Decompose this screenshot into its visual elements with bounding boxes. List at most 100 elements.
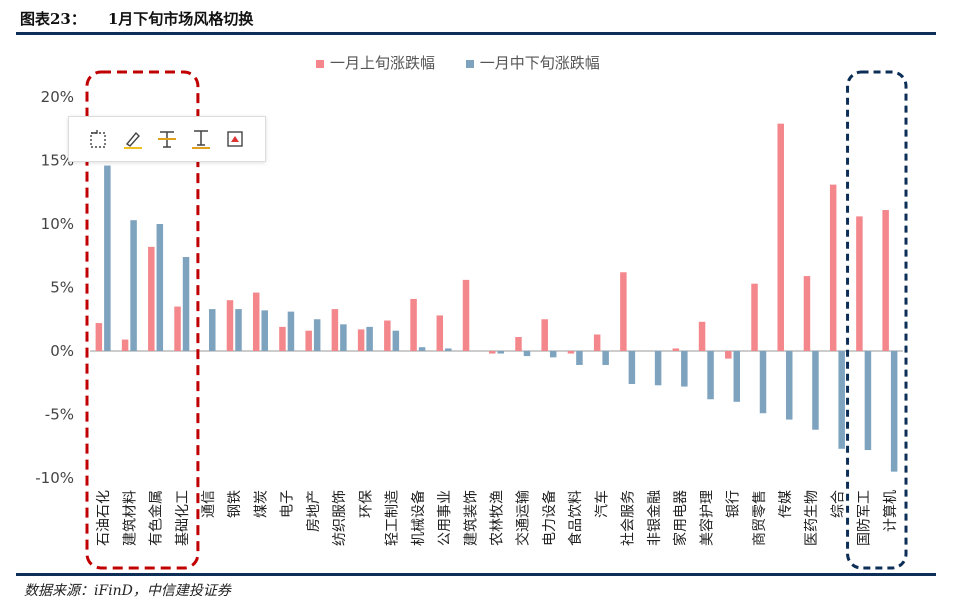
bar-series1 [357,329,365,351]
figure-title-text: 1月下旬市场风格切换 [107,10,254,28]
category-label: 基础化工 [174,490,191,546]
bar-series2 [707,351,714,400]
text-strike-icon[interactable] [155,127,179,151]
chart-legend: 一月上旬涨跌幅 一月中下旬涨跌幅 [316,52,626,73]
category-label: 交通运输 [515,490,532,546]
bar-series2 [392,330,400,351]
category-label: 房地产 [306,490,322,532]
category-label: 建筑装饰 [463,490,479,546]
bar-series1 [698,321,706,351]
category-label: 建筑材料 [122,490,138,546]
bar-series2 [785,351,793,420]
y-tick-label: 20% [41,88,74,106]
bar-series2 [812,351,819,430]
category-label: 电子 [280,490,296,518]
category-label: 家用电器 [672,490,689,546]
bar-series1 [882,210,889,351]
bar-series1 [515,337,522,351]
bar-series2 [182,257,190,351]
category-label: 综合 [830,490,846,518]
bar-series1 [672,348,680,351]
highlight-pen-icon[interactable] [121,127,145,151]
figure-title: 图表23： 1月下旬市场风格切换 [20,8,253,29]
bar-series1 [829,184,837,351]
bar-series1 [725,351,732,359]
select-area-icon[interactable] [87,127,111,151]
bar-series1 [410,298,417,351]
bar-series1 [174,306,181,351]
bar-series2 [156,224,164,351]
legend-label-series2: 一月中下旬涨跌幅 [479,54,600,72]
bar-series2 [497,351,504,354]
legend-swatch-series1 [316,59,324,68]
legend-item-series1: 一月上旬涨跌幅 [316,52,435,73]
bar-series2 [523,351,531,357]
category-label: 通信 [201,490,217,518]
bar-series2 [340,324,347,351]
y-tick-label: -5% [45,406,74,424]
bar-series2 [209,309,216,351]
category-label: 医药生物 [804,490,820,546]
bar-series1 [95,323,103,351]
screenshot-icon[interactable] [223,127,247,151]
bar-chart: -10% -5% 0% 5% 10% 15% 20% 石油石化 建筑材料 有色金属 基础化工 通信 钢铁… [35,70,908,570]
bar-series2 [104,165,111,351]
figure-label: 图表23： [20,10,86,28]
y-tick-label: 0% [50,342,74,360]
category-label: 食品饮料 [567,490,584,546]
category-label: 传媒 [778,490,794,518]
bar-series1 [777,123,784,351]
bar-series2 [366,326,373,351]
bar-series1 [462,279,470,351]
bar-series1 [620,272,627,351]
legend-swatch-series2 [465,59,474,68]
y-tick-label: -10% [35,469,74,487]
category-label: 汽车 [593,490,610,518]
category-label: 环保 [358,490,374,518]
top-rule [16,32,936,35]
bar-series1 [331,309,339,351]
bar-series2 [654,351,662,386]
bar-series2 [418,347,426,351]
bar-series2 [287,311,295,351]
bar-series2 [864,351,872,451]
bar-series1 [148,246,155,351]
y-tick-label: 10% [41,215,74,233]
highlight-box-right [846,70,908,570]
bar-series1 [252,292,260,351]
bar-series2 [261,310,268,351]
category-label: 非银金融 [647,490,663,546]
category-label: 纺织服饰 [332,490,348,546]
text-underline-icon[interactable] [189,127,213,151]
category-label: 社会服务 [621,490,637,546]
category-label: 石油石化 [96,490,112,546]
data-source: 数据来源：iFinD，中信建投证券 [24,583,231,599]
bar-series1 [279,326,286,351]
bar-series2 [838,351,845,449]
bar-series2 [313,319,321,351]
bar-series2 [130,220,137,351]
bar-series1 [803,276,811,351]
bar-series2 [681,351,688,387]
category-label: 有色金属 [148,490,165,546]
bar-series2 [759,351,767,414]
category-label: 电力设备 [541,490,558,546]
legend-item-series2: 一月中下旬涨跌幅 [465,52,600,73]
annotation-toolbar [68,116,266,162]
bar-series2 [733,351,741,402]
bar-series2 [890,351,898,472]
legend-label-series1: 一月上旬涨跌幅 [330,54,436,72]
bar-series1 [305,330,312,351]
category-label: 银行 [726,490,742,518]
bar-series1 [567,351,575,354]
category-label: 煤炭 [253,490,269,518]
bar-series2 [576,351,583,365]
bar-series1 [541,319,548,351]
bar-series2 [445,348,452,351]
bar-series1 [121,339,129,351]
bar-series1 [489,351,496,354]
category-label: 美容护理 [698,490,715,546]
bar-series2 [602,351,609,365]
category-label: 轻工制造 [385,490,401,546]
category-label: 公用事业 [437,490,453,546]
